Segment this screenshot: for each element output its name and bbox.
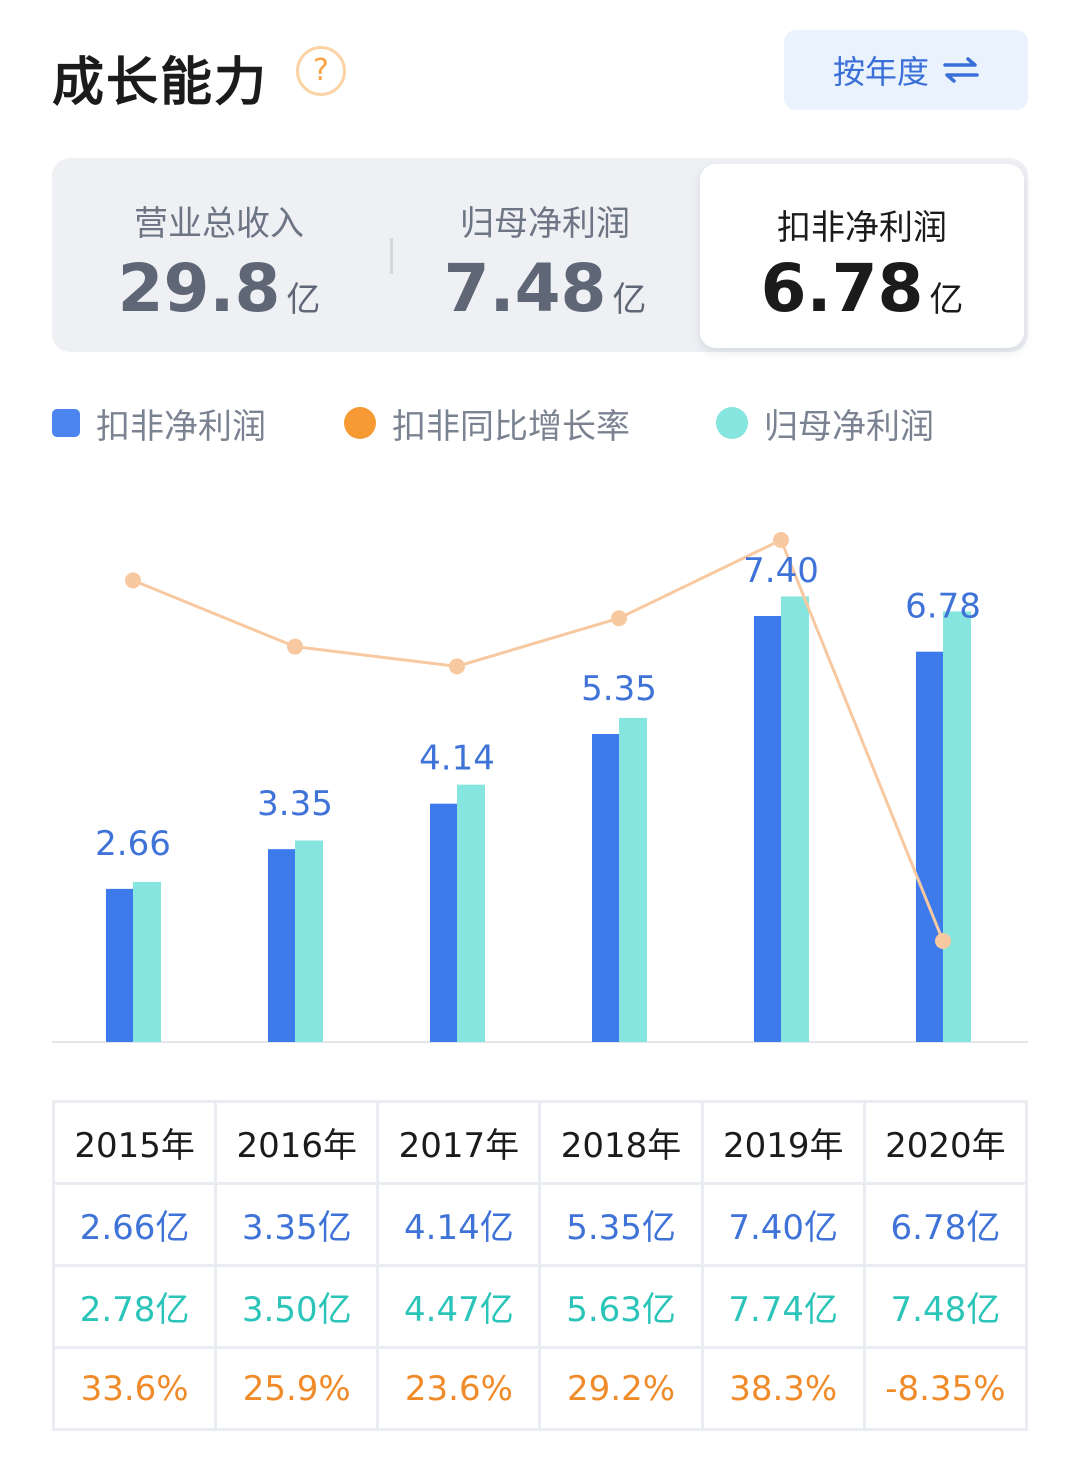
growth-point [611,610,627,627]
period-toggle-label: 按年度 [832,53,929,91]
growth-point [287,638,303,655]
help-icon[interactable]: ? [296,46,346,96]
bar-parent-profit [943,611,971,1042]
table-cell: 2020年 [862,1100,1029,1185]
table-cell: 2.66亿 [51,1182,218,1267]
growth-point [773,532,789,548]
growth-chart: 2.66 3.35 4.14 5.35 7.40 6.78 [52,532,1028,1043]
bar-parent-profit [619,717,647,1042]
legend-item-kf-profit[interactable]: 扣非净利润 [52,398,266,448]
growth-line [132,537,945,942]
period-toggle-button[interactable]: 按年度 [784,30,1028,110]
bar-kf-profit [268,849,295,1042]
legend-dot-icon [716,407,748,439]
metric-label: 扣非净利润 [777,208,947,248]
legend-label: 归母净利润 [764,406,934,447]
bar-parent-profit [133,881,161,1042]
legend-item-kf-growth[interactable]: 扣非同比增长率 [344,398,630,448]
table-cell: 29.2% [538,1346,704,1431]
table-cell: 3.50亿 [214,1264,380,1349]
bar-data-label: 7.40 [743,551,819,591]
metric-unit: 亿 [286,280,321,320]
table-cell: 2016年 [214,1100,380,1185]
table-cell: 2015年 [51,1100,218,1185]
legend-item-parent-profit[interactable]: 归母净利润 [716,398,934,448]
swap-arrows-icon [943,57,979,83]
table-cell: 2017年 [376,1100,542,1185]
metric-divider [390,238,393,274]
bar-kf-profit [754,616,781,1042]
table-cell: 4.14亿 [376,1182,542,1267]
metric-unit: 亿 [929,280,964,320]
bar-data-label: 5.35 [581,669,657,709]
data-table: 2015年 2016年 2017年 2018年 2019年 2020年 2.66亿 3.35亿… [51,1100,1029,1431]
legend-dot-icon [344,407,376,439]
kf-profit-row: 2.66亿 3.35亿 4.14亿 5.35亿 7.40亿 6.78亿 [51,1182,1029,1267]
table-cell: 2.78亿 [51,1264,218,1349]
growth-point [125,572,141,589]
table-cell: 33.6% [51,1346,218,1431]
kf-growth-row: 33.6% 25.9% 23.6% 29.2% 38.3% -8.35% [51,1346,1029,1431]
bar-parent-profit [457,784,485,1042]
bar-data-label: 3.35 [257,784,333,824]
metric-value: 29.8 亿 [56,250,382,327]
bar-data-label: 4.14 [419,739,495,779]
table-cell: 6.78亿 [862,1182,1029,1267]
legend-square-icon [52,409,80,437]
bar-parent-profit [295,840,323,1042]
bar-kf-profit [592,734,619,1042]
header: 成长能力 ? 按年度 [52,30,1028,113]
legend-label: 扣非净利润 [96,406,266,447]
metric-value: 7.48 亿 [382,250,708,327]
metric-label: 归母净利润 [460,204,630,244]
metric-tab-parent-profit[interactable]: 归母净利润 7.48 亿 [382,158,708,352]
metric-tabs: 营业总收入 29.8 亿 归母净利润 7.48 亿 扣非净利润 6.78 亿 [52,158,1028,352]
legend-label: 扣非同比增长率 [392,406,630,447]
table-cell: 25.9% [214,1346,380,1431]
bar-parent-profit [781,596,809,1042]
parent-profit-row: 2.78亿 3.50亿 4.47亿 5.63亿 7.74亿 7.48亿 [51,1264,1029,1349]
table-cell: 7.48亿 [862,1264,1029,1349]
growth-point [449,658,465,675]
chart-legend: 扣非净利润 扣非同比增长率 归母净利润 [52,398,1028,448]
table-cell: 7.40亿 [700,1182,866,1267]
table-cell: 38.3% [700,1346,866,1431]
metric-tab-kf-profit[interactable]: 扣非净利润 6.78 亿 [700,164,1024,348]
table-cell: 2018年 [538,1100,704,1185]
table-cell: 2019年 [700,1100,866,1185]
table-cell: 5.63亿 [538,1264,704,1349]
metric-unit: 亿 [612,280,647,320]
table-cell: 5.35亿 [538,1182,704,1267]
page-title: 成长能力 [52,53,269,113]
growth-point [935,933,951,949]
table-cell: 4.47亿 [376,1264,542,1349]
metric-value: 6.78 亿 [700,250,1024,327]
metric-tab-revenue[interactable]: 营业总收入 29.8 亿 [56,158,382,352]
table-cell: 7.74亿 [700,1264,866,1349]
bar-data-label: 2.66 [95,824,171,864]
bar-kf-profit [106,888,133,1042]
bar-kf-profit [430,803,457,1042]
bar-kf-profit [916,651,943,1042]
table-cell: -8.35% [862,1346,1029,1431]
metric-label: 营业总收入 [134,204,304,244]
table-cell: 3.35亿 [214,1182,380,1267]
year-row: 2015年 2016年 2017年 2018年 2019年 2020年 [51,1100,1029,1185]
metric-number: 7.48 [443,250,607,327]
bar-data-label: 6.78 [905,587,981,627]
table-cell: 23.6% [376,1346,542,1431]
metric-number: 29.8 [117,250,281,327]
metric-number: 6.78 [760,250,924,327]
